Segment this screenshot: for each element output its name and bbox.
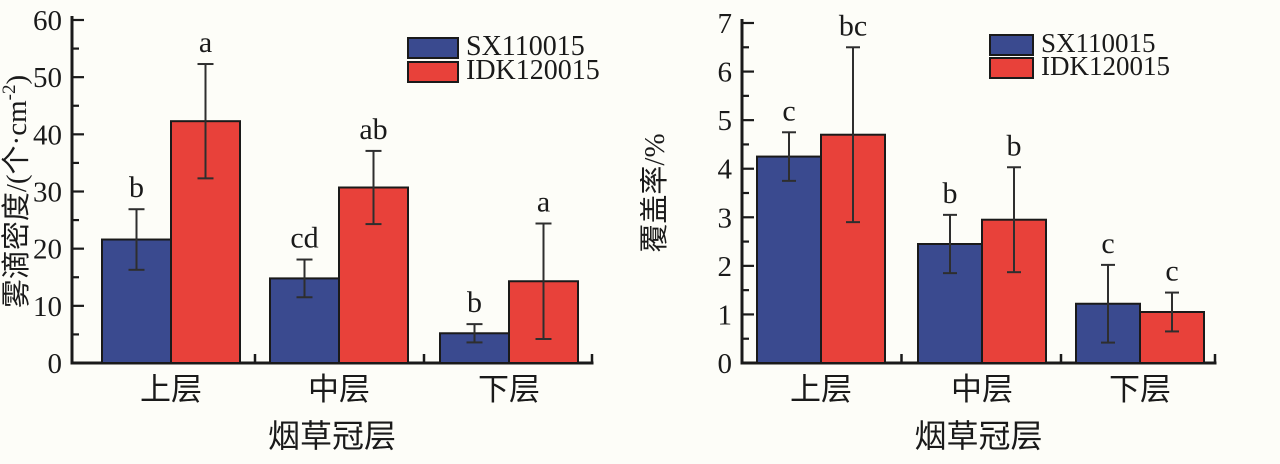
x-axis-title: 烟草冠层 bbox=[914, 418, 1042, 454]
significance-letter-SX110015-下层: c bbox=[1101, 227, 1114, 260]
legend-label-IDK120015: IDK120015 bbox=[466, 55, 600, 86]
significance-letter-IDK120015-中层: ab bbox=[359, 113, 387, 146]
y-tick-label: 10 bbox=[33, 291, 62, 323]
legend-swatch-SX110015 bbox=[989, 34, 1034, 56]
significance-letter-IDK120015-下层: c bbox=[1165, 255, 1178, 288]
y-axis-title-text: ) bbox=[1, 75, 33, 85]
y-tick-label: 2 bbox=[718, 251, 733, 283]
y-axis-title: 覆盖率/% bbox=[640, 133, 671, 252]
legend-label-SX110015: SX110015 bbox=[1041, 28, 1156, 58]
x-category-label: 中层 bbox=[951, 372, 1013, 407]
y-axis-title-superscript: -2 bbox=[0, 85, 20, 101]
y-tick-label: 5 bbox=[718, 105, 733, 137]
significance-letter-IDK120015-上层: bc bbox=[839, 9, 867, 42]
significance-letter-IDK120015-下层: a bbox=[537, 186, 550, 219]
significance-letter-SX110015-上层: b bbox=[129, 171, 144, 204]
y-axis-title-text: 覆盖率/% bbox=[640, 133, 671, 252]
significance-letter-SX110015-下层: b bbox=[467, 286, 482, 319]
y-tick-label: 6 bbox=[718, 57, 733, 89]
legend-label-IDK120015: IDK120015 bbox=[1041, 51, 1170, 81]
y-tick-label: 60 bbox=[33, 5, 62, 37]
legend-swatch-IDK120015 bbox=[989, 57, 1034, 79]
x-category-label: 上层 bbox=[790, 372, 852, 407]
x-category-label: 下层 bbox=[1109, 372, 1171, 407]
significance-letter-IDK120015-中层: b bbox=[1007, 129, 1022, 162]
chart-coverage-rate: 0 1 2 3 4 5 6 7 c b c bc b c 上层 中层 下层 烟草冠层 覆盖率/% SX110015 ID… bbox=[638, 0, 1280, 459]
x-category-label: 下层 bbox=[478, 372, 540, 407]
x-category-label: 中层 bbox=[308, 372, 370, 407]
y-tick-label: 20 bbox=[33, 234, 62, 266]
significance-letter-SX110015-上层: c bbox=[782, 94, 795, 127]
y-tick-label: 1 bbox=[718, 299, 733, 331]
y-tick-label: 0 bbox=[48, 348, 63, 380]
y-axis-title: 雾滴密度/(个·cm-2) bbox=[0, 75, 33, 308]
y-tick-label: 30 bbox=[33, 177, 62, 209]
x-category-label: 上层 bbox=[140, 372, 202, 407]
y-tick-label: 40 bbox=[33, 119, 62, 151]
y-tick-label: 0 bbox=[718, 348, 733, 380]
y-tick-label: 3 bbox=[718, 202, 733, 234]
y-tick-label: 50 bbox=[33, 62, 62, 94]
bar-SX110015-上层 bbox=[756, 155, 822, 364]
legend-label-SX110015: SX110015 bbox=[466, 31, 585, 62]
y-axis-title-text: 雾滴密度/(个·cm bbox=[0, 100, 33, 308]
y-tick-label: 7 bbox=[718, 8, 733, 40]
legend-swatch-IDK120015 bbox=[407, 61, 459, 83]
significance-letter-SX110015-中层: cd bbox=[290, 222, 318, 255]
significance-letter-IDK120015-上层: a bbox=[199, 26, 212, 59]
chart-droplet-density: 0 10 20 30 40 50 60 b cd b a ab a 上层 中层 下层烟草冠层 雾滴密度/(个·c… bbox=[0, 0, 640, 459]
x-axis-title: 烟草冠层 bbox=[268, 418, 396, 454]
y-tick-label: 4 bbox=[718, 154, 733, 186]
significance-letter-SX110015-中层: b bbox=[943, 177, 958, 210]
legend-swatch-SX110015 bbox=[407, 37, 459, 59]
